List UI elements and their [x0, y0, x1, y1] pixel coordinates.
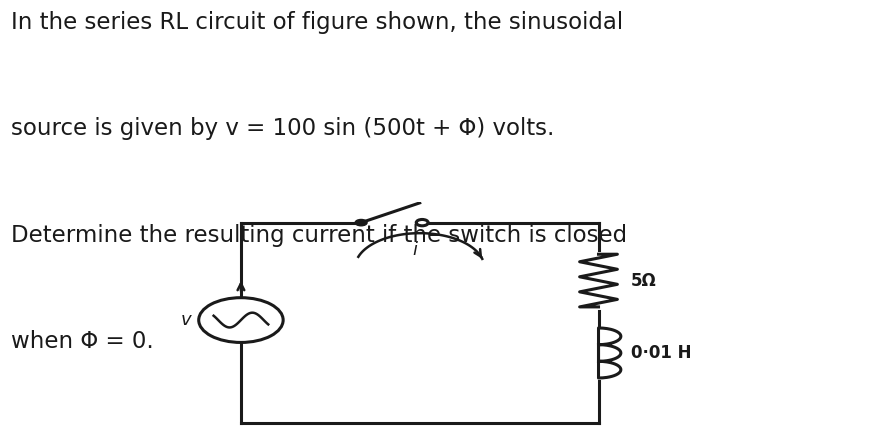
Circle shape [355, 219, 367, 226]
Text: In the series RL circuit of figure shown, the sinusoidal: In the series RL circuit of figure shown… [11, 11, 623, 34]
Text: when Φ = 0.: when Φ = 0. [11, 330, 154, 353]
Text: 0·01 H: 0·01 H [630, 344, 690, 362]
Text: Determine the resulting current if the switch is closed: Determine the resulting current if the s… [11, 224, 627, 247]
Text: 5Ω: 5Ω [630, 272, 656, 290]
Text: i: i [412, 241, 417, 260]
Text: source is given by v = 100 sin (500t + Φ) volts.: source is given by v = 100 sin (500t + Φ… [11, 117, 554, 140]
Text: v: v [181, 311, 191, 329]
